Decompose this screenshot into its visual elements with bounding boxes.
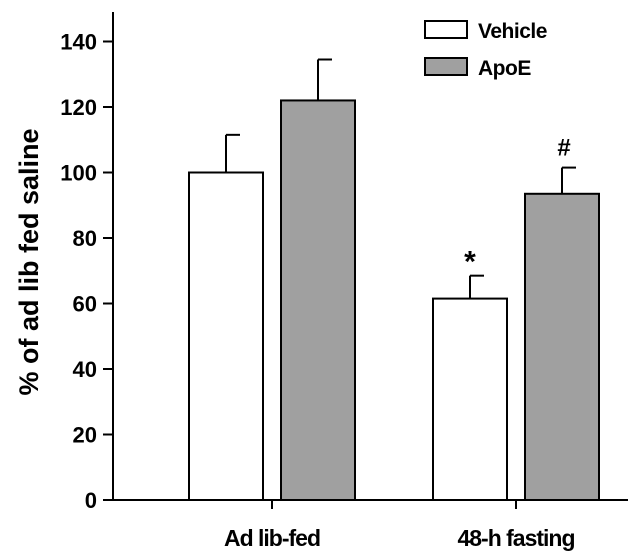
y-tick-label: 120 [60, 95, 97, 120]
y-tick-label: 0 [85, 488, 97, 513]
legend-swatch-apoe [424, 57, 468, 76]
legend-label-vehicle: Vehicle [478, 20, 547, 43]
y-tick-label: 20 [73, 423, 97, 448]
y-axis: 0 20 40 60 80 100 120 140 [60, 12, 114, 513]
bars-group [188, 58, 600, 501]
y-tick-label: 80 [73, 226, 97, 251]
bar-apoe-0 [280, 99, 356, 501]
x-tick-label: Ad lib-fed [224, 525, 320, 551]
legend: Vehicle ApoE [424, 20, 547, 80]
annotations-group: *# [464, 135, 571, 279]
annotation-mark: * [464, 246, 476, 279]
legend-swatch-vehicle [424, 20, 468, 39]
y-tick-label: 60 [73, 292, 97, 317]
bar-vehicle-1 [432, 297, 508, 501]
x-axis: Ad lib-fed 48-h fasting [113, 499, 628, 551]
y-tick-label: 40 [73, 357, 97, 382]
annotation-mark: # [557, 135, 570, 162]
y-axis-label: % of ad lib fed saline [14, 128, 44, 395]
bar-apoe-1 [524, 192, 600, 501]
bar-vehicle-0 [188, 171, 264, 501]
legend-label-apoe: ApoE [478, 57, 531, 80]
x-tick-label: 48-h fasting [457, 525, 574, 551]
y-tick-label: 100 [60, 161, 97, 186]
y-tick-label: 140 [60, 30, 97, 55]
